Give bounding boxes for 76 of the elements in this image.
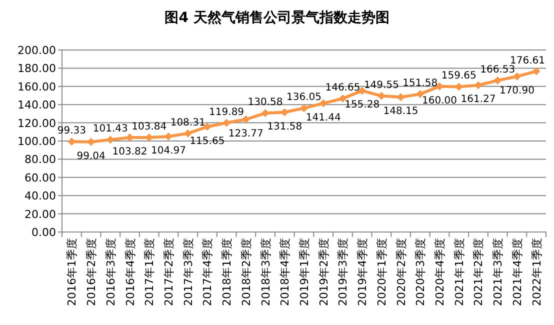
data-label: 119.89 [209, 106, 244, 118]
x-tick-label: 2017年2季度 [162, 238, 176, 306]
data-label: 103.82 [112, 146, 148, 158]
x-tick-label: 2017年4季度 [201, 238, 214, 306]
data-label: 123.77 [228, 128, 264, 140]
data-label: 148.15 [383, 106, 418, 118]
data-label: 161.27 [460, 94, 496, 106]
data-label: 103.84 [132, 122, 167, 133]
data-label: 151.58 [402, 78, 438, 90]
y-tick-label: 80.00 [24, 153, 56, 166]
data-label: 160.00 [422, 95, 458, 106]
x-tick-label: 2018年2季度 [240, 238, 253, 306]
data-label: 159.65 [441, 70, 476, 82]
y-tick-label: 120.00 [18, 116, 56, 130]
data-label: 170.90 [499, 85, 534, 96]
x-tick-label: 2019年3季度 [336, 238, 350, 306]
x-tick-label: 2019年2季度 [317, 238, 330, 306]
x-tick-label: 2018年4季度 [278, 238, 292, 306]
x-tick-label: 2017年1季度 [143, 238, 156, 306]
x-tick-label: 2021年1季度 [452, 238, 466, 306]
data-label: 176.61 [510, 55, 545, 66]
data-label: 104.97 [150, 145, 186, 156]
data-label: 155.28 [344, 100, 380, 111]
x-tick-label: 2021年3季度 [492, 238, 505, 306]
y-tick-label: 200.00 [18, 44, 56, 57]
y-tick-label: 160.00 [18, 80, 56, 94]
data-label: 101.43 [92, 124, 128, 135]
data-label: 130.58 [248, 97, 283, 108]
y-tick-label: 40.00 [24, 190, 56, 203]
x-tick-label: 2018年3季度 [259, 238, 272, 306]
x-tick-label: 2020年3季度 [414, 238, 428, 306]
data-label: 115.65 [190, 136, 225, 147]
point [319, 99, 328, 108]
y-tick-label: 20.00 [24, 208, 56, 221]
point [512, 72, 521, 80]
x-tick-label: 2018年1季度 [220, 238, 234, 306]
x-tick-label: 2019年4季度 [356, 238, 370, 306]
y-tick-label: 140.00 [18, 98, 56, 112]
y-tick-label: 180.00 [18, 62, 56, 76]
data-label: 166.53 [480, 64, 516, 76]
y-tick-label: 0.00 [32, 226, 56, 239]
point [203, 122, 212, 131]
x-tick-label: 2020年4季度 [434, 238, 447, 306]
point [377, 92, 386, 100]
y-tick-label: 60.00 [24, 171, 56, 184]
data-label: 108.31 [170, 117, 206, 128]
point [494, 76, 502, 84]
point [396, 93, 405, 102]
point [532, 67, 540, 76]
point [106, 136, 114, 144]
point [300, 104, 308, 112]
data-label: 146.65 [325, 82, 360, 94]
point [184, 129, 192, 138]
x-tick-label: 2022年1季度 [530, 238, 544, 306]
x-tick-label: 2016年4季度 [124, 238, 137, 306]
x-tick-label: 2019年1季度 [298, 238, 311, 306]
data-label: 141.44 [306, 112, 341, 124]
x-tick-label: 2016年2季度 [85, 238, 98, 306]
x-tick-label: 2016年1季度 [66, 238, 79, 306]
chart-title: 图4 天然气销售公司景气指数走势图 [164, 10, 390, 26]
data-label: 131.58 [267, 121, 302, 132]
y-tick-label: 100.00 [18, 135, 56, 148]
point [338, 94, 347, 103]
data-label: 149.55 [364, 80, 399, 91]
x-tick-label: 2020年2季度 [394, 238, 408, 306]
point [416, 90, 424, 98]
x-tick-label: 2021年4季度 [510, 238, 524, 306]
x-tick-label: 2017年3季度 [182, 238, 195, 306]
x-tick-label: 2016年3季度 [104, 238, 118, 306]
x-tick-label: 2021年2季度 [472, 238, 486, 306]
data-label: 136.05 [286, 92, 322, 104]
data-label: 99.33 [57, 126, 86, 137]
point [242, 115, 250, 124]
point [222, 118, 231, 127]
x-tick-label: 2020年1季度 [375, 238, 388, 306]
data-label: 99.04 [76, 150, 106, 162]
